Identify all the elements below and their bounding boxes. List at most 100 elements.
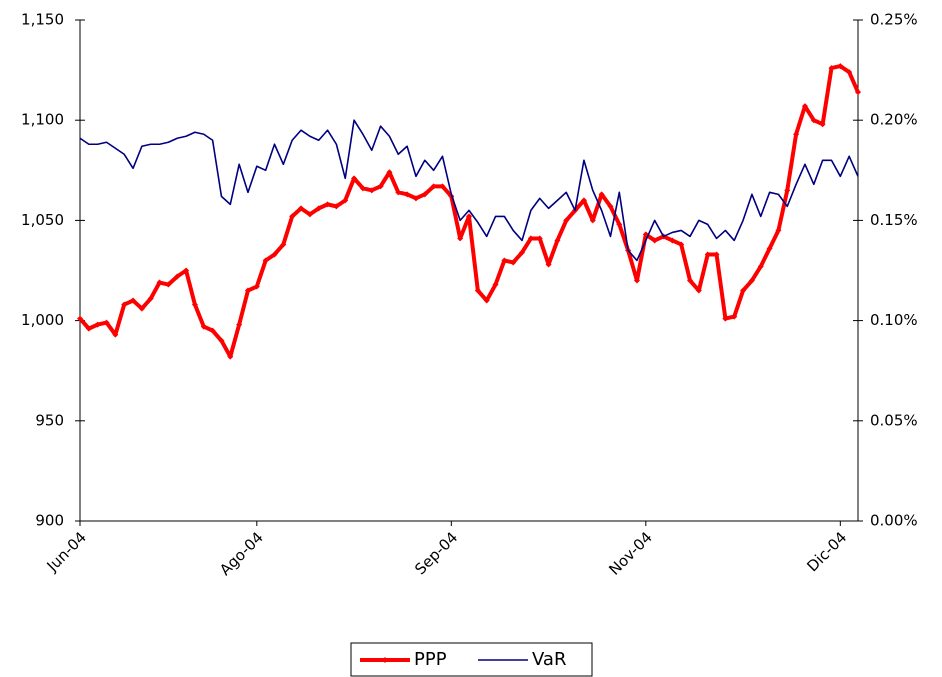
point-marker (183, 267, 190, 274)
point-marker (315, 205, 322, 212)
point-marker (722, 315, 729, 322)
point-marker (430, 183, 437, 190)
point-marker (633, 277, 640, 284)
x-tick-label: Ago-04 (216, 528, 267, 579)
point-marker (748, 277, 755, 284)
point-marker (713, 251, 720, 258)
point-marker (306, 211, 313, 218)
point-marker (766, 245, 773, 252)
point-marker (121, 301, 128, 308)
point-marker (483, 297, 490, 304)
point-marker (85, 325, 92, 332)
y2-tick-label: 0.05% (870, 411, 918, 429)
point-marker (810, 117, 817, 124)
point-marker (598, 191, 605, 198)
point-marker (209, 327, 216, 334)
point-marker (191, 301, 198, 308)
x-tick-label: Dic-04 (803, 528, 850, 575)
point-marker (289, 213, 296, 220)
point-marker (757, 263, 764, 270)
point-marker (236, 321, 243, 328)
point-marker (775, 227, 782, 234)
point-marker (837, 63, 844, 70)
point-marker (342, 197, 349, 204)
legend-label: PPP (414, 649, 447, 670)
y-tick-label: 1,000 (21, 311, 64, 329)
point-marker (607, 203, 614, 210)
point-marker (527, 235, 534, 242)
legend-marker (382, 657, 388, 663)
point-marker (616, 221, 623, 228)
point-marker (174, 273, 181, 280)
point-marker (351, 175, 358, 182)
point-marker (801, 103, 808, 110)
point-marker (687, 277, 694, 284)
legend-label: VaR (532, 649, 566, 670)
point-marker (395, 189, 402, 196)
x-tick-label: Nov-04 (605, 528, 655, 578)
y2-tick-label: 0.20% (870, 111, 918, 129)
y-tick-label: 1,150 (21, 11, 64, 29)
y2-tick-label: 0.15% (870, 211, 918, 229)
x-tick-label: Sep-04 (411, 528, 461, 578)
point-marker (262, 257, 269, 264)
point-marker (510, 259, 517, 266)
point-marker (580, 197, 587, 204)
point-marker (519, 249, 526, 256)
point-marker (704, 251, 711, 258)
point-marker (793, 131, 800, 138)
point-marker (589, 217, 596, 224)
point-marker (333, 203, 340, 210)
point-marker (412, 195, 419, 202)
point-marker (368, 187, 375, 194)
point-marker (819, 121, 826, 128)
point-marker (740, 287, 747, 294)
point-marker (404, 191, 411, 198)
point-marker (554, 237, 561, 244)
point-marker (94, 321, 101, 328)
point-marker (855, 89, 861, 96)
point-marker (200, 323, 207, 330)
y-tick-label: 1,100 (21, 111, 64, 129)
y-tick-label: 900 (35, 512, 64, 530)
point-marker (138, 305, 145, 312)
point-marker (466, 213, 472, 220)
point-marker (130, 297, 137, 304)
point-marker (271, 251, 278, 258)
y-tick-label: 950 (35, 411, 64, 429)
point-marker (731, 313, 738, 320)
point-marker (536, 235, 543, 242)
point-marker (492, 281, 499, 288)
point-marker (678, 241, 685, 248)
point-marker (147, 295, 154, 302)
point-marker (474, 287, 481, 294)
point-marker (359, 185, 366, 192)
point-marker (218, 337, 225, 344)
point-marker (828, 65, 835, 72)
point-marker (77, 315, 83, 322)
point-marker (563, 217, 570, 224)
point-marker (386, 169, 393, 176)
point-marker (280, 241, 287, 248)
point-marker (253, 283, 260, 290)
point-marker (651, 237, 658, 244)
point-marker (103, 319, 110, 326)
point-marker (784, 187, 791, 194)
y-tick-label: 1,050 (21, 211, 64, 229)
series-line (79, 119, 859, 262)
point-marker (457, 235, 464, 242)
y2-tick-label: 0.25% (870, 11, 918, 29)
x-tick-label: Jun-04 (43, 528, 90, 575)
point-marker (669, 237, 676, 244)
y2-tick-label: 0.10% (870, 311, 918, 329)
point-marker (298, 205, 305, 212)
point-marker (112, 331, 119, 338)
point-marker (439, 183, 446, 190)
y2-tick-label: 0.00% (870, 512, 918, 530)
point-marker (846, 69, 853, 76)
point-marker (695, 287, 702, 294)
point-marker (545, 261, 552, 268)
point-marker (377, 183, 384, 190)
point-marker (244, 287, 251, 294)
